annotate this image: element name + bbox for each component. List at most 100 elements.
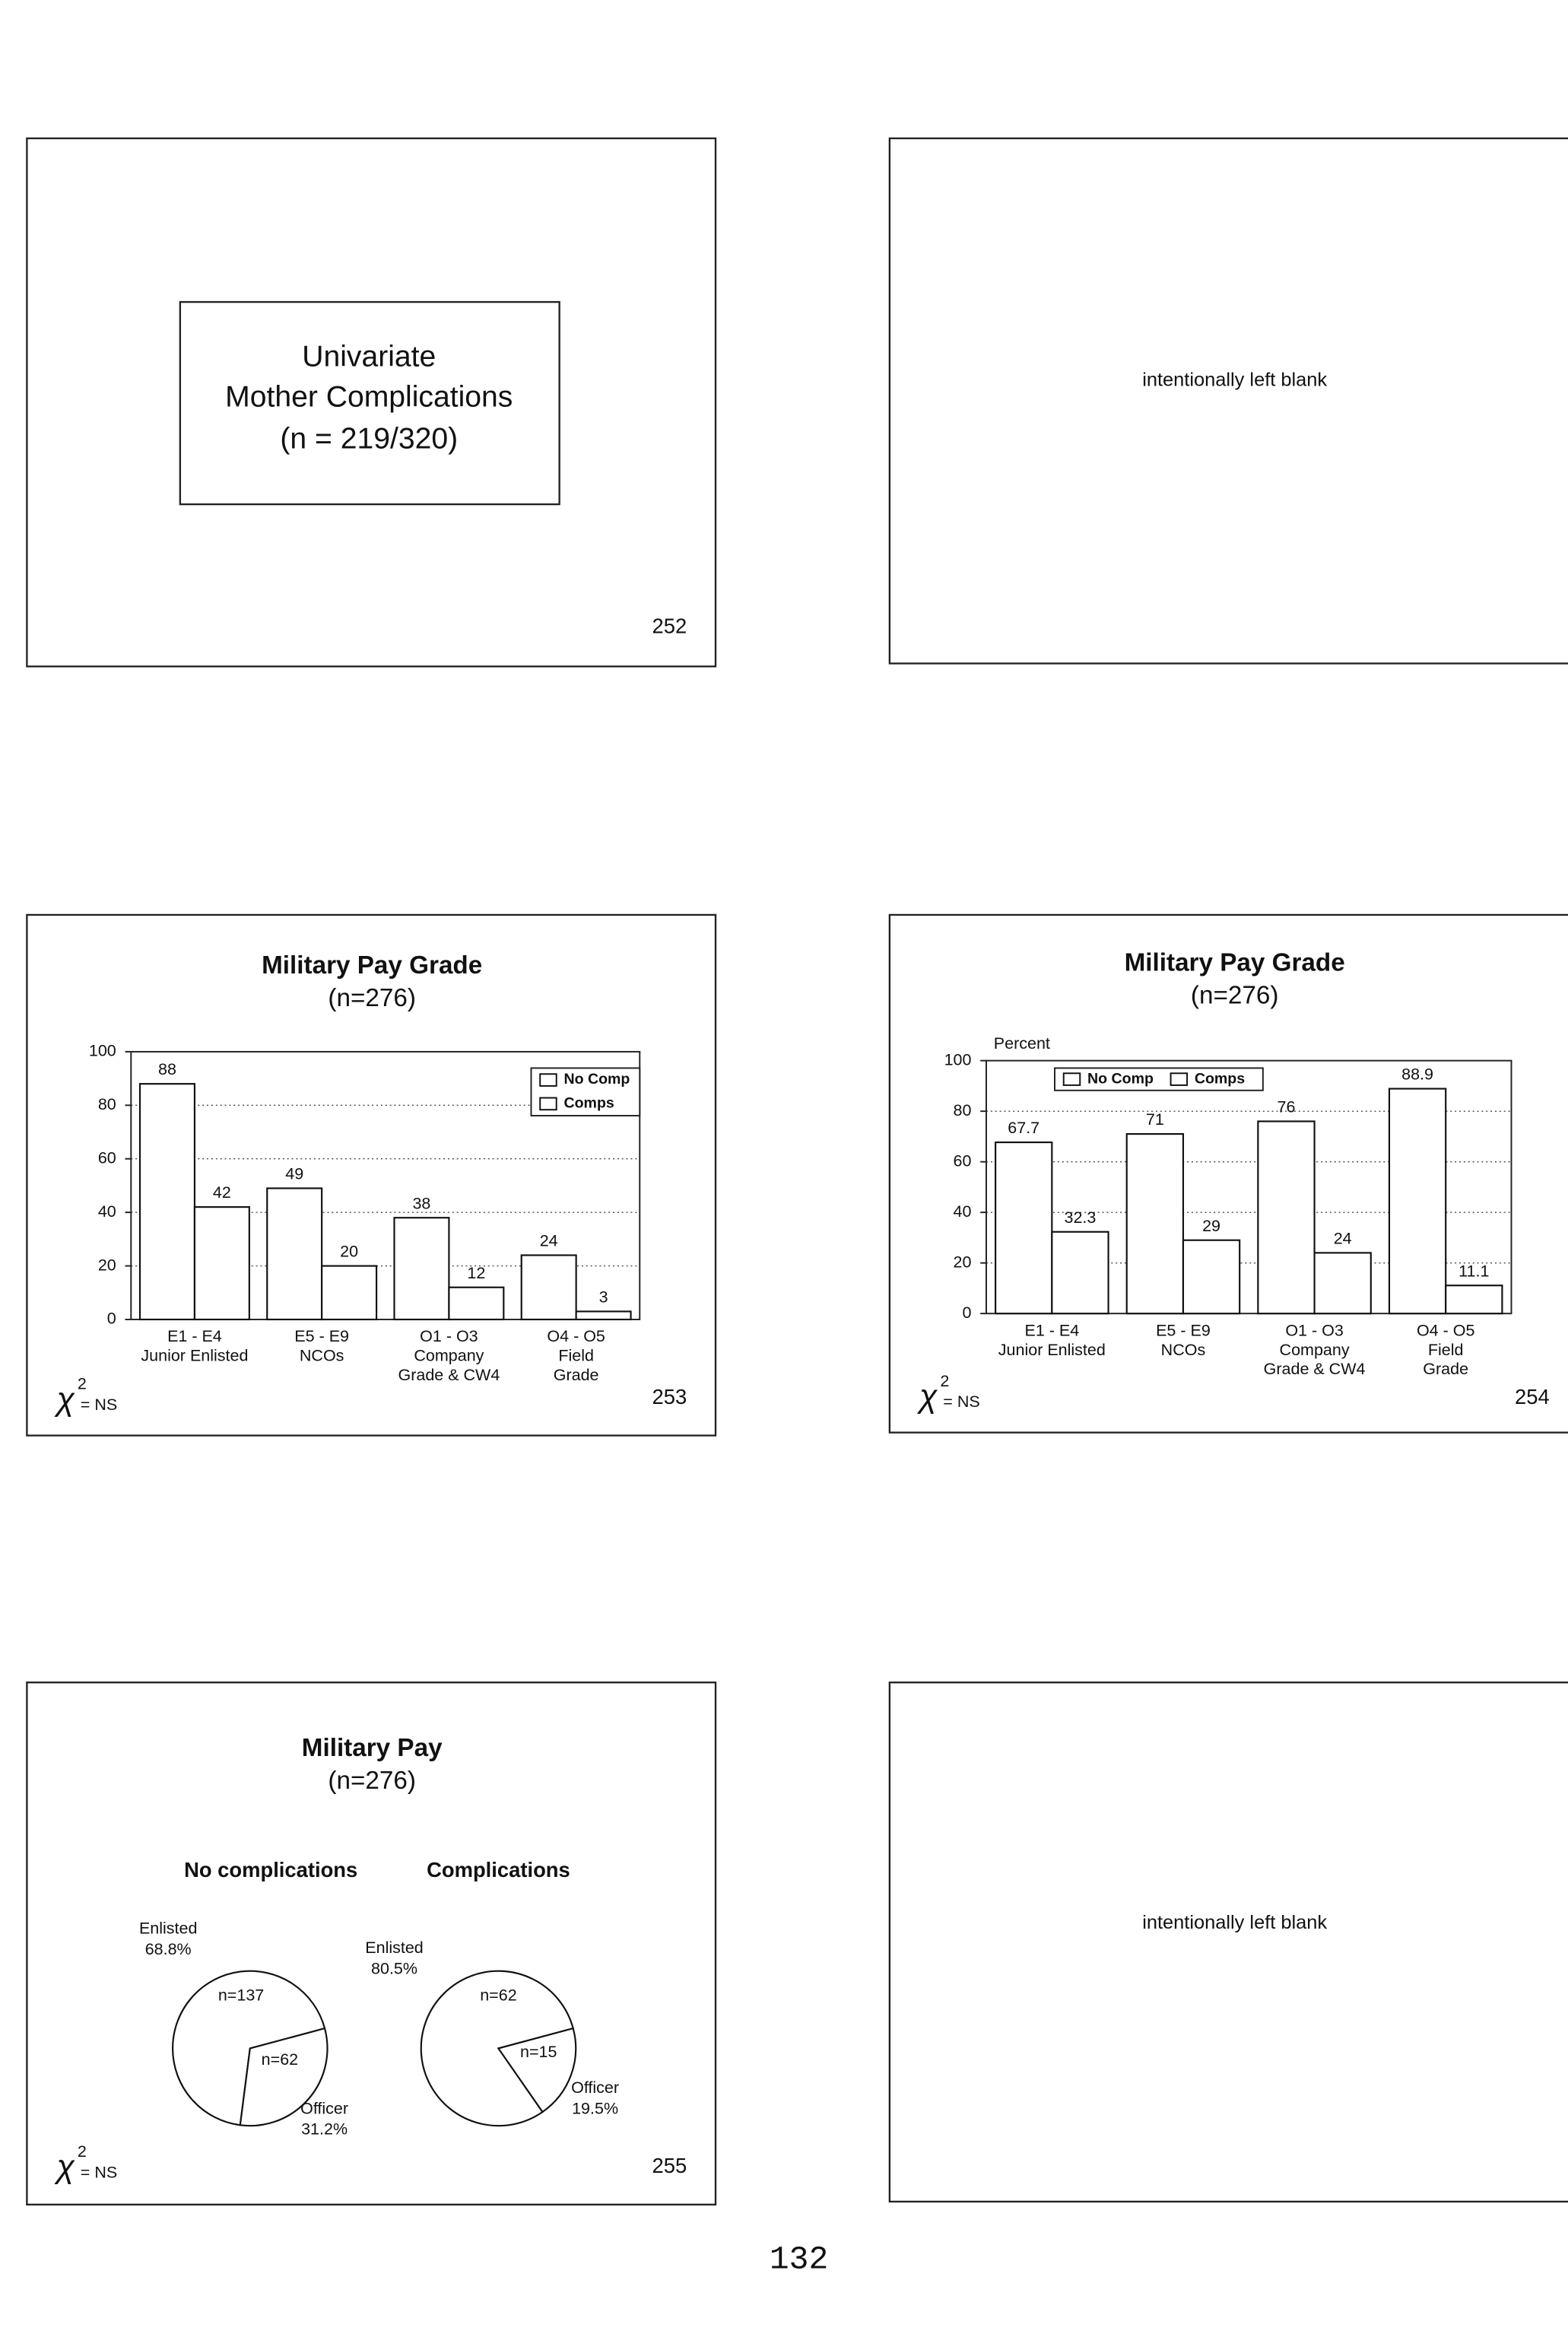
legend-label: Comps (1195, 1070, 1245, 1087)
x-tick-label: O4 - O5 (1417, 1321, 1475, 1339)
slice-count: n=62 (480, 1986, 516, 2005)
y-tick-label: 0 (107, 1310, 116, 1328)
slide-frame (26, 913, 717, 1437)
slide-number: 254 (1515, 1385, 1550, 1408)
x-tick-label: Grade (554, 1366, 599, 1384)
chart-subtitle: (n=276) (1191, 981, 1279, 1009)
chi-symbol: χ (54, 1381, 76, 1418)
bar (138, 1083, 196, 1321)
value-label: 88.9 (1401, 1065, 1433, 1084)
value-label: 20 (340, 1243, 358, 1261)
value-label: 38 (412, 1194, 430, 1212)
slide-number: 253 (652, 1385, 687, 1408)
slide-heading: Univariate (302, 341, 436, 373)
x-tick-label: E1 - E4 (1024, 1321, 1079, 1339)
chart-subtitle: (n=276) (328, 1767, 416, 1795)
title-box (179, 300, 560, 506)
bar (575, 1310, 632, 1321)
x-tick-label: Company (1280, 1341, 1350, 1359)
slice-label: Enlisted (365, 1939, 424, 1957)
x-tick-label: Junior Enlisted (998, 1341, 1106, 1359)
bar (1445, 1284, 1503, 1315)
slide-frame (888, 1681, 1568, 2203)
slice-label: Enlisted (139, 1920, 198, 1938)
bar (1125, 1133, 1185, 1315)
chart-title: Military Pay (302, 1734, 443, 1762)
value-label: 71 (1146, 1110, 1164, 1129)
pie-slice (497, 2027, 577, 2113)
legend-swatch (1062, 1072, 1081, 1086)
pie-slice (420, 1970, 575, 2127)
x-tick-label: O4 - O5 (547, 1327, 605, 1345)
chi-exponent: 2 (940, 1372, 949, 1390)
slide-frame (888, 913, 1568, 1434)
slice-count: n=15 (520, 2043, 557, 2061)
x-tick-label: Grade (1423, 1360, 1468, 1378)
chi-result: = NS (81, 1396, 117, 1414)
legend-label: No Comp (564, 1071, 630, 1088)
value-label: 49 (285, 1165, 303, 1183)
blank-note: intentionally left blank (1142, 1912, 1327, 1933)
x-tick-label: O1 - O3 (420, 1327, 478, 1345)
slice-percent: 19.5% (572, 2099, 618, 2117)
bar (321, 1265, 378, 1321)
x-tick-label: E1 - E4 (167, 1327, 222, 1345)
slide-number: 255 (652, 2154, 687, 2177)
chart-title: Military Pay Grade (1125, 948, 1345, 976)
y-tick-label: 100 (944, 1050, 972, 1069)
slide-heading: (n = 219/320) (280, 422, 458, 455)
bar (393, 1217, 450, 1321)
slice-percent: 68.8% (145, 1940, 192, 1958)
pie-slice (239, 2027, 329, 2127)
bar (1313, 1252, 1372, 1315)
slice-count: n=62 (262, 2050, 298, 2069)
value-label: 32.3 (1065, 1208, 1097, 1227)
value-label: 88 (158, 1060, 176, 1078)
value-label: 3 (599, 1288, 608, 1307)
y-tick-label: 60 (954, 1151, 972, 1170)
x-tick-label: Field (1428, 1341, 1464, 1359)
legend-label: No Comp (1087, 1070, 1154, 1087)
chi-symbol: χ (54, 2148, 76, 2185)
y-tick-label: 100 (89, 1042, 116, 1060)
bar (520, 1254, 577, 1321)
bar (266, 1187, 323, 1321)
chi-result: = NS (81, 2163, 117, 2181)
y-tick-label: 0 (962, 1304, 971, 1322)
x-tick-label: E5 - E9 (1156, 1321, 1211, 1339)
x-tick-label: Field (558, 1347, 594, 1365)
slice-percent: 80.5% (371, 1959, 417, 1977)
slide-frame (888, 137, 1568, 665)
pie-title: Complications (427, 1858, 570, 1881)
value-label: 67.7 (1008, 1119, 1040, 1137)
legend-swatch (1170, 1072, 1189, 1086)
bar (995, 1141, 1053, 1315)
slice-label: Officer (571, 2078, 619, 2097)
chi-symbol: χ (916, 1378, 938, 1415)
chi-exponent: 2 (78, 2142, 87, 2161)
y-tick-label: 40 (954, 1202, 972, 1221)
slide-frame (26, 137, 717, 668)
x-tick-label: Grade & CW4 (398, 1366, 500, 1384)
value-label: 76 (1277, 1098, 1295, 1116)
y-tick-label: 40 (98, 1202, 116, 1221)
chart-subtitle: (n=276) (328, 984, 416, 1012)
pie-title: No complications (184, 1858, 357, 1881)
x-tick-label: Grade & CW4 (1264, 1360, 1366, 1378)
pie-slice (172, 1970, 326, 2126)
x-tick-label: Junior Enlisted (141, 1347, 248, 1365)
bar (1257, 1120, 1316, 1315)
blank-note: intentionally left blank (1142, 369, 1327, 390)
value-label: 11.1 (1458, 1262, 1489, 1280)
slide-heading: Mother Complications (225, 381, 513, 414)
plot-frame (130, 1050, 641, 1320)
x-tick-label: Company (414, 1347, 484, 1365)
legend-label: Comps (564, 1095, 614, 1112)
y-tick-label: 60 (98, 1148, 116, 1167)
x-tick-label: E5 - E9 (294, 1327, 349, 1345)
y-axis-label: Percent (994, 1034, 1050, 1053)
value-label: 29 (1202, 1217, 1220, 1235)
x-tick-label: NCOs (1161, 1341, 1206, 1359)
slice-percent: 31.2% (301, 2120, 348, 2139)
